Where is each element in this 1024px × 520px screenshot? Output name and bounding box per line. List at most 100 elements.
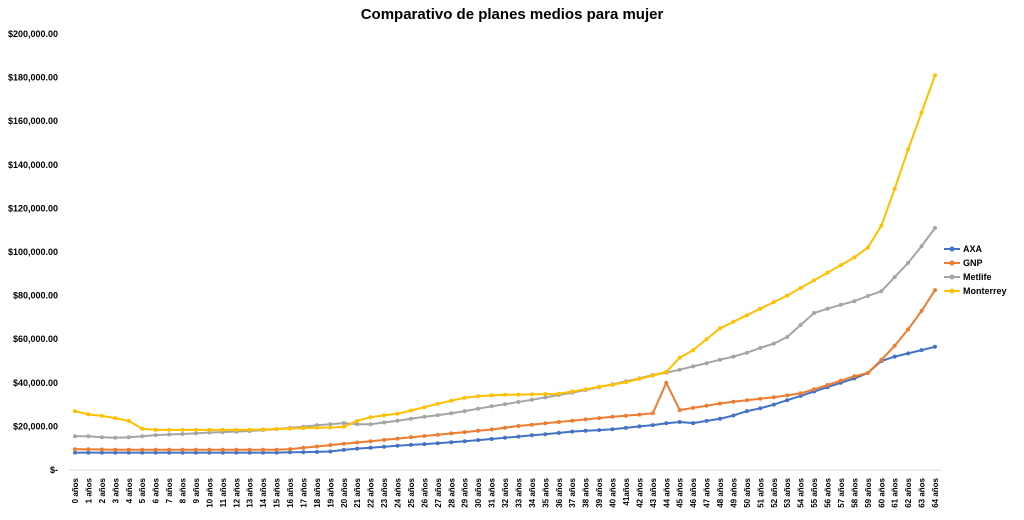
data-point-axa bbox=[556, 430, 561, 435]
data-point-gnp bbox=[301, 445, 306, 450]
data-point-axa bbox=[462, 439, 467, 444]
data-point-monterrey bbox=[906, 147, 911, 152]
data-point-monterrey bbox=[395, 411, 400, 416]
x-tick-label: 27 años bbox=[434, 477, 443, 507]
data-point-gnp bbox=[274, 447, 279, 452]
x-tick-label: 18 años bbox=[313, 477, 322, 507]
data-point-axa bbox=[99, 450, 104, 455]
legend-label-gnp: GNP bbox=[963, 258, 983, 268]
data-point-gnp bbox=[86, 447, 91, 452]
data-point-metlife bbox=[503, 402, 507, 407]
data-point-gnp bbox=[570, 418, 575, 423]
x-tick-label: 64 años bbox=[931, 477, 940, 507]
data-point-metlife bbox=[153, 433, 158, 438]
data-point-metlife bbox=[180, 432, 185, 436]
data-point-monterrey bbox=[341, 424, 346, 429]
data-point-gnp bbox=[825, 383, 830, 387]
data-point-metlife bbox=[140, 434, 145, 439]
data-point-monterrey bbox=[140, 426, 145, 431]
data-point-axa bbox=[368, 445, 373, 450]
data-point-monterrey bbox=[99, 413, 104, 418]
data-point-monterrey bbox=[543, 392, 548, 397]
x-tick-label: 21 años bbox=[353, 477, 362, 507]
data-point-monterrey bbox=[476, 394, 481, 399]
data-point-monterrey bbox=[274, 427, 279, 431]
y-tick-label: $80,000.00 bbox=[13, 291, 58, 301]
x-tick-label: 10 años bbox=[205, 477, 214, 507]
data-point-axa bbox=[516, 434, 521, 439]
data-point-monterrey bbox=[368, 415, 373, 420]
data-point-monterrey bbox=[113, 416, 118, 421]
data-point-gnp bbox=[314, 444, 319, 449]
data-point-axa bbox=[435, 441, 440, 446]
data-point-gnp bbox=[462, 430, 467, 435]
x-tick-label: 0 años bbox=[71, 477, 80, 503]
data-point-metlife bbox=[476, 406, 481, 411]
data-point-axa bbox=[234, 450, 239, 455]
data-point-gnp bbox=[798, 391, 803, 396]
x-tick-label: 46 años bbox=[689, 477, 698, 507]
data-point-metlife bbox=[677, 367, 682, 372]
legend: AXA GNP Metlife Monterrey bbox=[944, 244, 1007, 296]
x-tick-label: 43 años bbox=[649, 477, 658, 507]
data-point-axa bbox=[785, 398, 790, 403]
data-point-monterrey bbox=[556, 391, 561, 396]
data-point-monterrey bbox=[825, 270, 830, 275]
data-point-axa bbox=[113, 450, 118, 455]
x-tick-label: 41años bbox=[622, 477, 631, 505]
x-tick-label: 50 años bbox=[743, 477, 752, 507]
data-point-axa bbox=[193, 450, 198, 455]
data-point-axa bbox=[247, 450, 252, 455]
data-point-gnp bbox=[180, 447, 185, 452]
data-point-axa bbox=[301, 450, 306, 455]
data-point-metlife bbox=[382, 420, 387, 425]
data-point-monterrey bbox=[207, 427, 212, 432]
data-point-metlife bbox=[368, 422, 373, 427]
data-point-monterrey bbox=[597, 384, 602, 389]
x-tick-label: 28 años bbox=[447, 477, 456, 507]
legend-marker-axa bbox=[949, 246, 955, 252]
data-point-gnp bbox=[771, 395, 776, 400]
x-tick-label: 38 años bbox=[582, 477, 591, 507]
x-tick-label: 8 años bbox=[179, 477, 188, 503]
data-point-gnp bbox=[906, 327, 911, 332]
data-point-metlife bbox=[435, 413, 440, 418]
data-point-axa bbox=[355, 446, 360, 451]
data-point-monterrey bbox=[288, 426, 292, 431]
data-point-metlife bbox=[704, 361, 709, 366]
x-tick-label: 61 años bbox=[891, 477, 900, 507]
data-point-axa bbox=[220, 450, 225, 455]
data-point-monterrey bbox=[126, 418, 131, 423]
data-point-monterrey bbox=[261, 427, 266, 432]
data-point-metlife bbox=[825, 306, 830, 311]
data-point-gnp bbox=[597, 416, 602, 421]
data-point-axa bbox=[140, 450, 145, 455]
data-point-axa bbox=[718, 416, 722, 421]
y-tick-label: $100,000.00 bbox=[8, 247, 58, 257]
data-point-monterrey bbox=[86, 412, 91, 417]
y-tick-label: $- bbox=[50, 465, 58, 475]
data-point-axa bbox=[126, 450, 131, 455]
data-point-metlife bbox=[422, 414, 427, 419]
x-tick-label: 19 años bbox=[326, 477, 335, 507]
data-point-metlife bbox=[731, 354, 736, 359]
x-axis-ticks: 0 años 1 años 2 años 3 años 4 años 5 años 6 añ… bbox=[71, 477, 940, 507]
data-point-gnp bbox=[435, 432, 440, 437]
legend-marker-monterrey bbox=[949, 288, 955, 294]
data-point-metlife bbox=[718, 357, 722, 362]
x-tick-label: 1 años bbox=[84, 477, 93, 503]
series-line-metlife bbox=[75, 227, 936, 439]
data-point-gnp bbox=[731, 399, 736, 404]
x-tick-label: 42 años bbox=[635, 477, 644, 507]
x-tick-label: 33 años bbox=[514, 477, 523, 507]
data-point-metlife bbox=[691, 364, 696, 369]
data-point-monterrey bbox=[193, 427, 198, 432]
data-point-gnp bbox=[489, 427, 494, 432]
data-point-axa bbox=[691, 421, 696, 426]
data-point-axa bbox=[86, 450, 91, 455]
data-point-metlife bbox=[785, 335, 790, 339]
data-point-metlife bbox=[879, 289, 884, 294]
x-tick-label: 7 años bbox=[165, 477, 174, 503]
data-point-metlife bbox=[489, 404, 494, 409]
x-tick-label: 26 años bbox=[420, 477, 429, 507]
